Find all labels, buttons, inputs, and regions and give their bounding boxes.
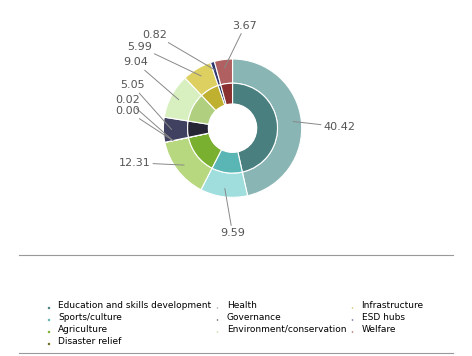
Wedge shape: [211, 62, 221, 85]
Wedge shape: [214, 59, 233, 85]
Wedge shape: [233, 59, 302, 196]
Text: 0.02: 0.02: [115, 95, 173, 141]
Text: 40.42: 40.42: [293, 121, 356, 132]
Wedge shape: [212, 150, 242, 173]
Wedge shape: [165, 137, 212, 190]
Text: 5.99: 5.99: [126, 42, 201, 76]
Wedge shape: [187, 121, 209, 137]
Text: 0.00: 0.00: [115, 106, 173, 141]
Text: 12.31: 12.31: [118, 158, 184, 168]
Legend: Education and skills development, Sports/culture, Agriculture, Disaster relief, : Education and skills development, Sports…: [45, 297, 427, 350]
Wedge shape: [165, 137, 188, 142]
Text: 3.67: 3.67: [225, 21, 257, 68]
Wedge shape: [233, 83, 278, 172]
Text: 9.59: 9.59: [220, 189, 245, 238]
Wedge shape: [164, 78, 202, 121]
Wedge shape: [202, 85, 225, 111]
Wedge shape: [188, 133, 221, 168]
Wedge shape: [201, 168, 248, 197]
Wedge shape: [221, 83, 233, 105]
Text: 9.04: 9.04: [123, 57, 179, 100]
Wedge shape: [165, 137, 188, 142]
Wedge shape: [188, 133, 209, 137]
Circle shape: [208, 104, 257, 152]
Wedge shape: [185, 63, 218, 95]
Text: 0.82: 0.82: [143, 30, 215, 70]
Wedge shape: [163, 117, 188, 142]
Wedge shape: [188, 133, 209, 137]
Wedge shape: [218, 85, 226, 105]
Wedge shape: [188, 95, 216, 124]
Text: 5.05: 5.05: [120, 80, 172, 130]
